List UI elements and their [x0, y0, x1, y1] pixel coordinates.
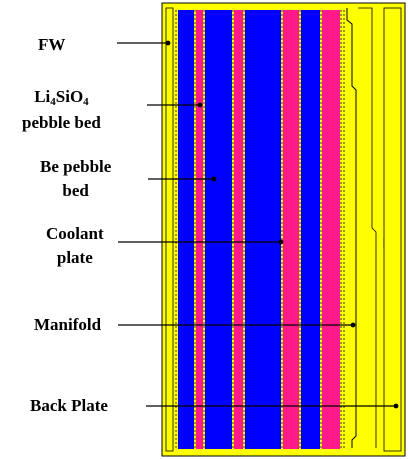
li4sio4-pebble-bed-2 [301, 10, 320, 449]
leader-dots [165, 40, 399, 409]
coolant-plate-3 [283, 10, 299, 449]
label-coolant-plate: Coolant plate [46, 224, 104, 267]
manifold-outline [346, 8, 357, 448]
label-back-plate: Back Plate [30, 396, 108, 415]
label-column: FW Li4SiO4 pebble bed Be pebble bed Cool… [0, 0, 160, 459]
li4sio4-pebble-bed-1 [178, 10, 194, 449]
be-pebble-bed-2 [245, 10, 281, 449]
label-manifold: Manifold [34, 315, 102, 334]
first-wall [165, 7, 174, 452]
label-fw: FW [38, 35, 66, 54]
leader-lines [117, 42, 396, 407]
be-pebble-bed-1 [205, 10, 232, 449]
coolant-plate-1 [196, 10, 203, 449]
coolant-plate-4 [322, 10, 340, 449]
manifold-outline-inner [358, 7, 377, 448]
label-li4sio4-pebble-bed: Li4SiO4 pebble bed [22, 87, 101, 132]
label-be-pebble-bed: Be pebble bed [40, 157, 112, 200]
coolant-plate-2 [234, 10, 243, 449]
plate-edge-lines [175, 10, 345, 449]
back-plate [383, 7, 402, 452]
